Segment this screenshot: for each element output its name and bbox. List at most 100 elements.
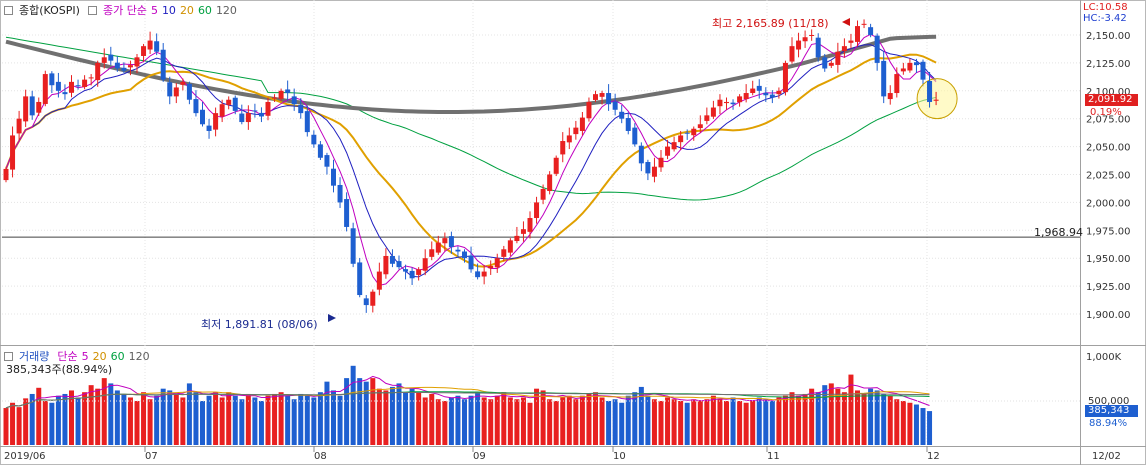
volume-bar xyxy=(645,395,651,445)
volume-legend: 거래량 단순 5 20 60 120 xyxy=(4,348,150,364)
candle-body xyxy=(881,60,887,97)
candle-body xyxy=(42,74,48,104)
y-tick-label: 2,025.00 xyxy=(1086,171,1131,182)
candle-body xyxy=(298,104,304,114)
candle-body xyxy=(769,94,775,98)
legend-item-ma10: 10 xyxy=(161,3,176,17)
volume-bar xyxy=(376,388,382,445)
candle-body xyxy=(317,144,323,158)
candle-body xyxy=(239,113,245,123)
volume-bar xyxy=(501,392,507,445)
legend-item-vol-ma120: 120 xyxy=(128,349,150,363)
volume-bar xyxy=(462,399,467,445)
candle-body xyxy=(95,62,101,81)
candle-body xyxy=(835,51,841,65)
volume-bar xyxy=(566,395,572,445)
candle-body xyxy=(861,23,867,25)
candle-body xyxy=(841,46,847,52)
volume-bar xyxy=(239,399,245,445)
volume-bar xyxy=(245,393,251,445)
volume-bar xyxy=(147,399,153,445)
legend-checkbox[interactable] xyxy=(4,5,13,15)
volume-bar xyxy=(193,392,199,445)
candle-body xyxy=(730,102,736,105)
volume-bar xyxy=(304,395,310,445)
volume-bar xyxy=(258,401,264,445)
candle-body xyxy=(200,109,205,125)
legend-checkbox[interactable] xyxy=(87,5,97,15)
volume-bar xyxy=(835,388,841,445)
volume-bar xyxy=(782,395,788,445)
volume-bar xyxy=(815,392,821,445)
candle-body xyxy=(520,229,526,234)
ma60-line xyxy=(5,36,937,201)
volume-bar xyxy=(10,402,16,445)
volume-bar xyxy=(331,390,336,445)
volume-bar xyxy=(573,399,579,445)
volume-bar xyxy=(272,393,278,445)
y-tick-label: 1,975.00 xyxy=(1086,226,1131,237)
candle-body xyxy=(154,41,160,52)
candle-body xyxy=(822,57,828,69)
volume-bar xyxy=(560,397,566,445)
volume-bar xyxy=(357,378,363,445)
candle-body xyxy=(29,96,35,116)
volume-bar xyxy=(232,395,238,445)
volume-bar xyxy=(599,397,605,445)
legend-checkbox[interactable] xyxy=(4,351,13,361)
volume-bar xyxy=(409,388,415,445)
candle-body xyxy=(697,124,703,129)
volume-bar xyxy=(789,392,795,445)
volume-bar xyxy=(927,411,933,445)
volume-axis-mid-label: 500,000 xyxy=(1088,396,1130,407)
candle-body xyxy=(796,40,802,50)
candle-body xyxy=(651,166,657,177)
candle-body xyxy=(894,74,900,94)
candle-body xyxy=(828,62,834,66)
volume-bar xyxy=(363,381,369,445)
candle-body xyxy=(226,99,232,105)
candle-body xyxy=(750,88,756,94)
volume-bar xyxy=(861,393,867,445)
volume-bar xyxy=(730,397,736,445)
volume-bar xyxy=(763,399,769,445)
volume-bar xyxy=(141,392,147,445)
volume-bar xyxy=(82,392,88,445)
volume-bar xyxy=(324,381,330,445)
volume-bar xyxy=(298,393,304,445)
volume-bar xyxy=(29,393,35,445)
volume-bar xyxy=(547,399,553,445)
volume-bar xyxy=(429,393,435,445)
volume-bar xyxy=(75,397,81,445)
candle-body xyxy=(167,82,173,97)
volume-bar xyxy=(822,385,828,445)
candle-body xyxy=(448,236,454,248)
volume-bar xyxy=(612,399,618,445)
candle-body xyxy=(684,132,690,134)
candle-body xyxy=(887,93,893,100)
candle-body xyxy=(324,155,330,167)
y-tick-label: 2,075.00 xyxy=(1086,115,1131,126)
volume-bar xyxy=(311,397,317,445)
volume-bar xyxy=(36,387,42,445)
volume-bar xyxy=(350,365,356,445)
volume-bar xyxy=(756,397,762,445)
candle-body xyxy=(514,235,520,242)
volume-bar xyxy=(704,399,710,445)
candle-body xyxy=(383,255,389,275)
candle-body xyxy=(763,92,769,96)
legend-item-ma60: 60 xyxy=(197,3,212,17)
candle-body xyxy=(278,90,284,99)
candle-body xyxy=(579,117,585,131)
volume-bar xyxy=(186,383,192,445)
candle-body xyxy=(409,270,415,279)
candle-body xyxy=(488,266,494,269)
candle-body xyxy=(566,135,572,143)
volume-bar xyxy=(16,407,22,445)
candle-body xyxy=(494,258,500,268)
candle-body xyxy=(913,62,919,66)
volume-bar xyxy=(553,401,559,445)
candle-body xyxy=(586,101,592,119)
candle-body xyxy=(10,135,16,170)
